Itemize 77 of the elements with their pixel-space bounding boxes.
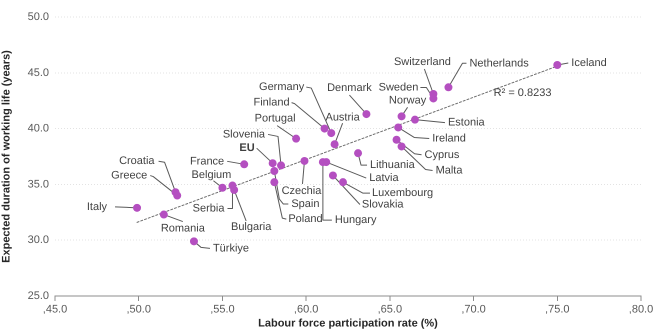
y-tick-label: 30.0 <box>28 234 49 246</box>
point <box>392 136 401 144</box>
point <box>553 60 562 69</box>
point <box>190 237 198 246</box>
point <box>328 171 337 180</box>
annotation: EU <box>239 142 255 154</box>
point <box>398 142 406 150</box>
x-tick-label: ,55.0 <box>210 304 235 316</box>
annotation: Spain <box>291 198 320 210</box>
annotation: Sweden <box>378 82 418 94</box>
point <box>444 83 452 92</box>
point <box>300 156 308 165</box>
annotation: Poland <box>288 213 323 226</box>
point <box>160 210 168 219</box>
point <box>398 112 406 120</box>
annotation: Belgium <box>192 168 232 181</box>
point <box>354 149 362 158</box>
annotation: Bulgaria <box>230 221 272 234</box>
x-tick-label: ,65.0 <box>378 304 402 316</box>
annotation: France <box>190 155 224 168</box>
annotation: Lithuania <box>370 159 416 172</box>
annotation: Slovenia <box>222 128 266 140</box>
annotation: Finland <box>253 96 290 109</box>
x-tick-label: ,50.0 <box>126 304 151 316</box>
point <box>320 124 329 133</box>
annotation: Luxembourg <box>372 187 434 200</box>
y-tick-label: 45.0 <box>28 66 49 79</box>
annotation: Estonia <box>448 116 486 129</box>
annotation: Croatia <box>119 155 156 168</box>
x-tick-label: ,75.0 <box>545 304 570 316</box>
point <box>268 159 277 168</box>
point <box>133 204 142 212</box>
annotation: Iceland <box>571 57 607 70</box>
x-tick-label: ,70.0 <box>461 304 486 316</box>
x-tick-label: ,45.0 <box>42 304 68 316</box>
annotation: Austria <box>325 111 361 124</box>
point <box>394 123 402 132</box>
annotation: Portugal <box>254 112 296 125</box>
annotation: Latvia <box>369 172 400 184</box>
point <box>173 192 182 200</box>
point <box>330 140 339 148</box>
point <box>270 178 278 186</box>
annotation: Switzerland <box>394 56 451 68</box>
annotation: R² = 0.8233 <box>494 86 552 99</box>
point <box>338 178 347 186</box>
annotation: Denmark <box>327 82 372 94</box>
x-tick-label: ,60.0 <box>294 304 318 316</box>
annotation: Norway <box>388 94 427 106</box>
y-tick-label: 35.0 <box>28 178 49 190</box>
annotation: Romania <box>160 222 206 235</box>
annotation: Malta <box>436 164 464 176</box>
point <box>270 167 278 176</box>
point <box>240 160 248 168</box>
point <box>218 184 226 192</box>
annotation: Slovakia <box>362 198 404 211</box>
x-axis-title: Labour force participation rate (%) <box>258 317 438 330</box>
annotation: Italy <box>86 200 108 213</box>
y-axis-title: Expected duration of working life (years) <box>0 50 13 263</box>
annotation: Greece <box>111 170 148 182</box>
point <box>410 116 419 124</box>
y-tick-label: 25.0 <box>28 290 49 302</box>
y-tick-label: 40.0 <box>28 122 49 135</box>
annotation: Türkiye <box>212 242 250 254</box>
point <box>230 186 238 194</box>
point <box>292 134 300 143</box>
annotation: Germany <box>259 81 305 94</box>
annotation: Serbia <box>192 202 226 215</box>
annotation: Ireland <box>432 132 466 145</box>
annotation: Netherlands <box>469 57 530 70</box>
annotation: Cyprus <box>424 148 460 161</box>
point <box>277 161 286 170</box>
y-tick-label: 50.0 <box>28 11 49 24</box>
annotation: Hungary <box>334 214 377 226</box>
x-tick-label: ,80.0 <box>628 304 654 316</box>
point <box>327 129 336 138</box>
annotation: Czechia <box>282 184 322 197</box>
point <box>362 110 370 118</box>
